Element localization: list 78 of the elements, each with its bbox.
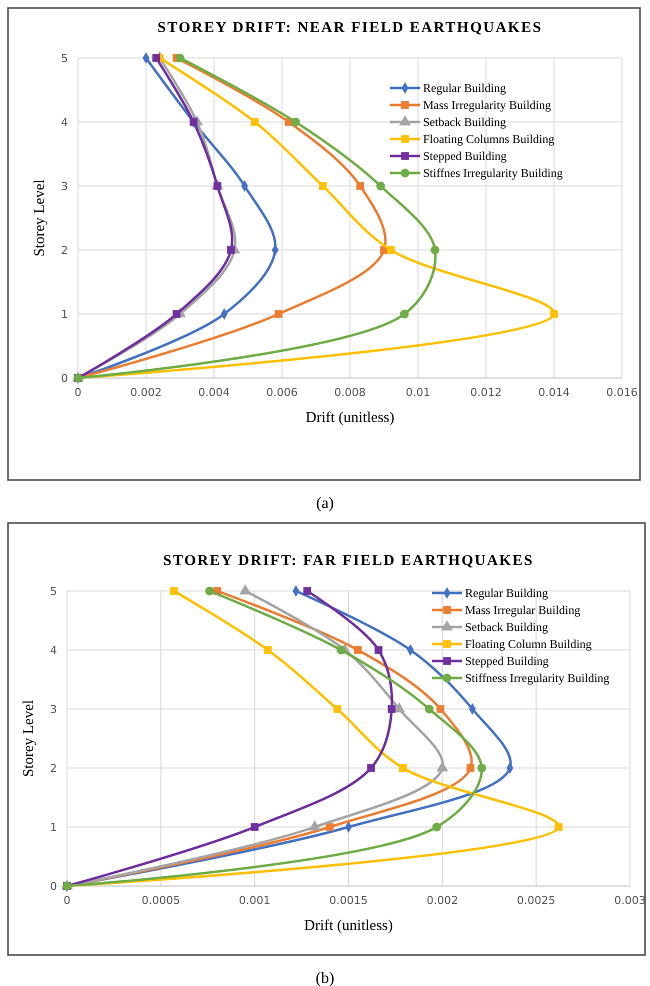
y-tick-label: 3 bbox=[61, 180, 68, 193]
point bbox=[400, 310, 409, 318]
legend-label: Stepped Building bbox=[465, 654, 549, 668]
x-tick-label: 0.016 bbox=[606, 386, 638, 399]
y-tick-label: 4 bbox=[61, 116, 68, 129]
point bbox=[274, 310, 282, 318]
legend-label: Floating Columns Building bbox=[423, 132, 554, 146]
point bbox=[170, 587, 178, 595]
x-tick-label: 0.014 bbox=[538, 386, 570, 399]
point bbox=[436, 705, 444, 713]
point bbox=[367, 764, 375, 772]
legend-label: Regular Building bbox=[465, 586, 548, 600]
y-axis-title: Storey Level bbox=[32, 179, 48, 257]
point bbox=[466, 764, 474, 772]
legend-label: Setback Building bbox=[465, 620, 548, 634]
point bbox=[291, 118, 300, 126]
point bbox=[376, 182, 385, 190]
point bbox=[388, 705, 396, 713]
point bbox=[386, 246, 395, 254]
x-tick-label: 0.001 bbox=[238, 894, 270, 907]
y-tick-label: 5 bbox=[50, 585, 57, 598]
y-axis-title: Storey Level bbox=[21, 700, 37, 778]
point bbox=[550, 310, 558, 318]
legend-label: Mass Irregularity Building bbox=[423, 98, 551, 112]
point bbox=[326, 823, 334, 831]
legend-label: Stepped Building bbox=[423, 149, 507, 163]
x-tick-label: 0.002 bbox=[426, 894, 458, 907]
legend-label: Stiffnes Irregularity Building bbox=[423, 166, 563, 180]
legend-label: Stiffness Irregularity Building bbox=[465, 671, 610, 685]
point bbox=[333, 705, 342, 713]
point bbox=[318, 182, 327, 190]
point bbox=[477, 764, 486, 772]
point bbox=[424, 704, 434, 714]
point bbox=[176, 54, 184, 62]
x-tick-label: 0.008 bbox=[334, 386, 366, 399]
point bbox=[152, 54, 160, 62]
x-tick-label: 0.004 bbox=[198, 386, 230, 399]
point bbox=[264, 646, 272, 654]
point bbox=[554, 823, 563, 831]
y-tick-label: 3 bbox=[50, 703, 57, 716]
x-tick-label: 0.0015 bbox=[329, 894, 368, 907]
x-tick-label: 0.0025 bbox=[516, 894, 556, 907]
chart-title: STOREY DRIFT: NEAR FIELD EARTHQUAKES bbox=[158, 20, 542, 36]
point bbox=[172, 310, 180, 318]
y-tick-label: 5 bbox=[61, 52, 68, 65]
point bbox=[354, 646, 362, 654]
y-tick-label: 4 bbox=[50, 644, 57, 657]
point bbox=[432, 822, 442, 832]
legend-label: Setback Building bbox=[423, 115, 506, 129]
x-tick-label: 0 bbox=[74, 386, 82, 399]
legend-label: Regular Building bbox=[423, 81, 506, 95]
chart-title: STOREY DRIFT: FAR FIELD EARTHQUAKES bbox=[163, 553, 534, 569]
point bbox=[336, 646, 346, 654]
y-tick-label: 1 bbox=[61, 308, 68, 321]
x-tick-label: 0.002 bbox=[130, 386, 162, 399]
point bbox=[205, 586, 214, 596]
legend-label: Mass Irregular Building bbox=[465, 603, 580, 617]
x-axis-title: Drift (unitless) bbox=[304, 918, 393, 934]
text: (a) bbox=[316, 495, 334, 512]
x-tick-label: 0.006 bbox=[266, 386, 298, 399]
y-tick-label: 0 bbox=[50, 880, 57, 893]
x-tick-label: 0.012 bbox=[470, 386, 502, 399]
y-tick-label: 1 bbox=[50, 821, 57, 834]
point bbox=[303, 587, 312, 595]
x-tick-label: 0.01 bbox=[406, 386, 430, 399]
y-tick-label: 2 bbox=[61, 244, 68, 257]
point bbox=[250, 823, 259, 831]
point bbox=[356, 182, 364, 190]
point bbox=[227, 246, 235, 254]
point bbox=[250, 118, 259, 126]
legend-label: Floating Column Building bbox=[465, 637, 592, 651]
x-axis-title: Drift (unitless) bbox=[306, 410, 394, 426]
y-tick-label: 0 bbox=[61, 372, 68, 385]
point bbox=[430, 246, 440, 254]
x-tick-label: 0.0005 bbox=[142, 894, 180, 907]
point bbox=[374, 646, 382, 654]
point bbox=[399, 764, 407, 772]
y-tick-label: 2 bbox=[50, 762, 57, 775]
